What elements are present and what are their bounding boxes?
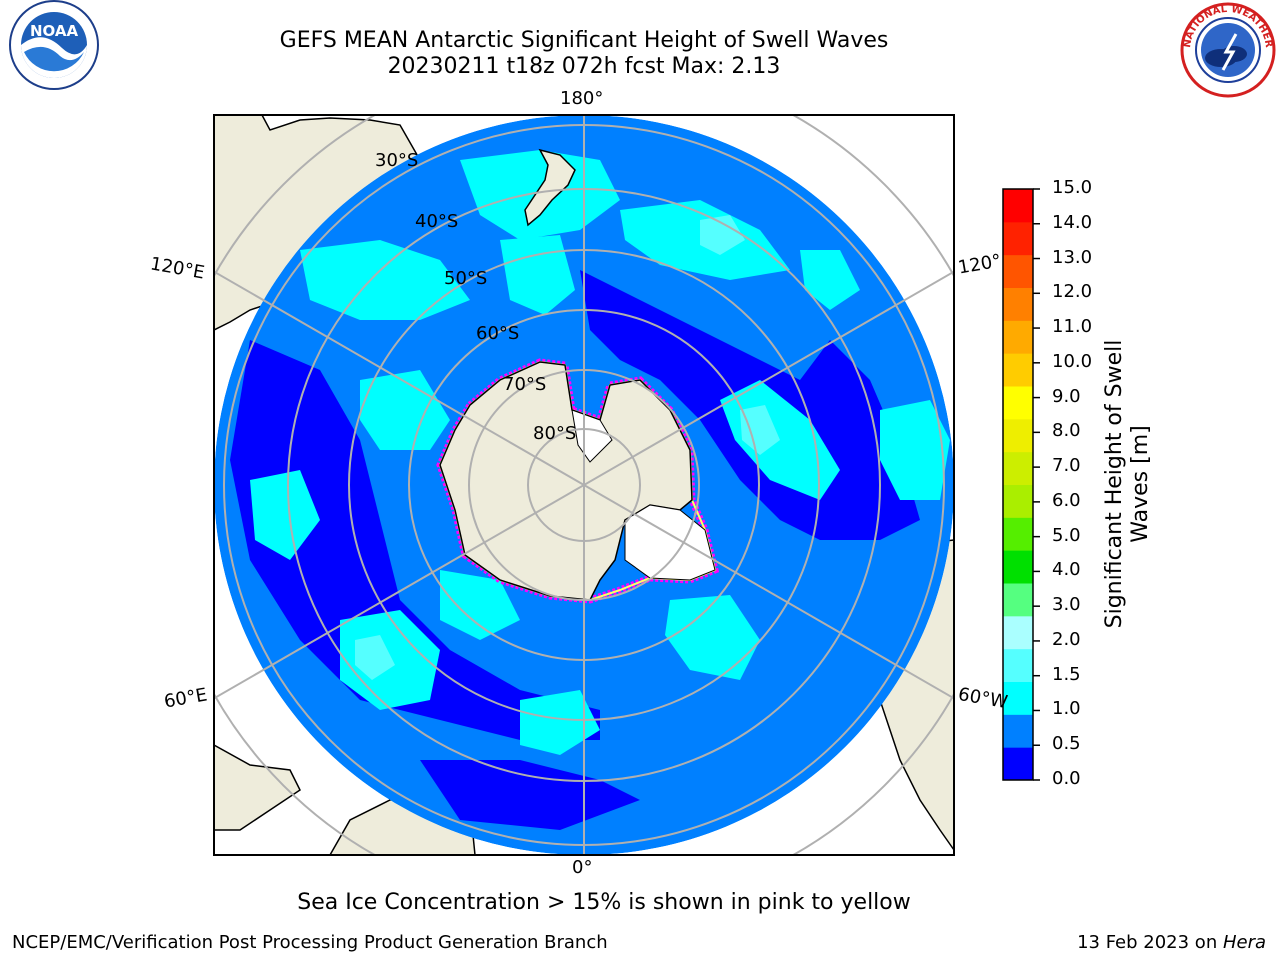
colorbar-tick-label: 3.0 xyxy=(1052,594,1081,616)
colorbar-tick-label: 5.0 xyxy=(1052,524,1081,546)
latitude-label-30s: 30°S xyxy=(375,150,419,171)
graticule xyxy=(214,115,954,855)
colorbar-bin xyxy=(1003,550,1033,584)
colorbar-tick-label: 14.0 xyxy=(1052,211,1093,233)
colorbar-bin xyxy=(1003,320,1033,354)
colorbar-bin xyxy=(1003,583,1033,617)
colorbar-tick-label: 9.0 xyxy=(1052,385,1081,407)
colorbar-tick-label: 6.0 xyxy=(1052,489,1081,511)
colorbar-tick-label: 0.5 xyxy=(1052,733,1081,755)
colorbar-tick-label: 4.0 xyxy=(1052,559,1081,581)
latitude-label-70s: 70°S xyxy=(503,374,547,395)
footer-branch: NCEP/EMC/Verification Post Processing Pr… xyxy=(12,932,608,953)
colorbar-tick-label: 1.0 xyxy=(1052,698,1081,720)
colorbar-bin xyxy=(1003,221,1033,256)
noaa-logo-text: NOAA xyxy=(30,22,79,40)
meridian-label-0: 0° xyxy=(572,857,593,878)
colorbar-bin xyxy=(1003,714,1033,748)
colorbar-bin xyxy=(1003,418,1033,453)
colorbar-tick-label: 13.0 xyxy=(1052,246,1093,268)
colorbar-tick-label: 8.0 xyxy=(1052,420,1081,442)
chart-title: GEFS MEAN Antarctic Significant Height o… xyxy=(279,28,889,53)
chart-subtitle: 20230211 t18z 072h fcst Max: 2.13 xyxy=(387,54,781,79)
colorbar-tick-label: 0.0 xyxy=(1052,768,1081,789)
meridian-label-180: 180° xyxy=(560,88,604,109)
map-frame xyxy=(213,114,955,856)
latitude-label-40s: 40°S xyxy=(415,211,459,232)
colorbar-bin xyxy=(1003,615,1033,650)
colorbar-tick-label: 2.0 xyxy=(1052,628,1081,650)
colorbar-tick-label: 7.0 xyxy=(1052,455,1081,477)
colorbar-bin xyxy=(1003,648,1033,682)
colorbar-bin xyxy=(1003,386,1033,420)
nws-logo: NATIONAL WEATHER SERVICE xyxy=(1176,0,1276,98)
colorbar-bin xyxy=(1003,353,1033,387)
sea-ice-caption: Sea Ice Concentration > 15% is shown in … xyxy=(297,890,911,915)
latitude-label-60s: 60°S xyxy=(476,323,520,344)
colorbar-bin xyxy=(1003,451,1033,485)
latitude-label-80s: 80°S xyxy=(533,423,577,444)
colorbar-bin xyxy=(1003,287,1033,321)
noaa-logo: NOAA xyxy=(9,0,99,90)
latitude-label-50s: 50°S xyxy=(444,268,488,289)
colorbar-tick-label: 1.5 xyxy=(1052,663,1081,685)
colorbar-bin xyxy=(1003,681,1033,715)
colorbar-bin xyxy=(1003,517,1033,551)
footer-date: 13 Feb 2023 on Hera xyxy=(1077,932,1266,953)
colorbar-tick-label: 10.0 xyxy=(1052,350,1093,372)
colorbar-bin xyxy=(1003,747,1033,781)
footer-host: Hera xyxy=(1222,932,1266,953)
colorbar-label: Significant Height of Swell Waves [m] xyxy=(1102,339,1153,629)
colorbar-tick-label: 11.0 xyxy=(1052,316,1093,338)
colorbar-tick-label: 12.0 xyxy=(1052,281,1093,303)
colorbar xyxy=(1003,188,1040,781)
colorbar-bin xyxy=(1003,484,1033,518)
colorbar-bin xyxy=(1003,189,1033,223)
colorbar-tick-label: 15.0 xyxy=(1052,177,1093,198)
colorbar-bin xyxy=(1003,254,1033,288)
colorbar-frame xyxy=(1002,188,1034,781)
